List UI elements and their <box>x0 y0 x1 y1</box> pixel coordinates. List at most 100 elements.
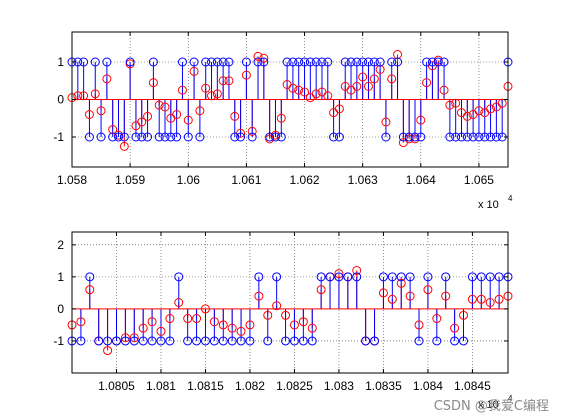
blue-stem-marker <box>160 132 170 142</box>
red-stem-marker <box>467 294 477 304</box>
blue-stem-marker <box>369 57 379 67</box>
blue-stem-marker <box>370 336 380 346</box>
blue-stem-marker <box>201 57 211 67</box>
red-stem-marker <box>276 113 286 123</box>
red-stem-marker <box>441 291 451 301</box>
red-stem-marker <box>334 104 344 114</box>
red-stem-marker <box>183 314 193 324</box>
blue-stem-marker <box>422 57 432 67</box>
red-stem-marker <box>165 314 175 324</box>
blue-stem-marker <box>218 57 228 67</box>
red-stem-marker <box>245 320 255 330</box>
red-stem-marker <box>224 76 234 86</box>
blue-stem-marker <box>486 132 496 142</box>
red-stem-marker <box>156 326 166 336</box>
blue-stem-marker <box>393 57 403 67</box>
blue-stem-marker <box>462 132 472 142</box>
red-stem-marker <box>85 285 95 295</box>
axes-frame <box>71 231 509 374</box>
blue-stem-marker <box>329 132 339 142</box>
blue-stem-marker <box>174 272 184 282</box>
red-stem-marker <box>183 115 193 125</box>
red-stem-marker <box>423 285 433 295</box>
blue-stem-marker <box>103 336 113 346</box>
red-stem-marker <box>494 294 504 304</box>
blue-stem-marker <box>334 132 344 142</box>
blue-stem-marker <box>405 272 415 282</box>
blue-stem-marker <box>137 132 147 142</box>
blue-stem-marker <box>427 57 437 67</box>
red-stem-marker <box>334 269 344 279</box>
red-stem-marker <box>103 346 113 356</box>
blue-stem-marker <box>259 57 269 67</box>
blue-stem-marker <box>325 272 335 282</box>
red-stem-marker <box>416 115 426 125</box>
red-stem-marker <box>177 85 187 95</box>
blue-stem-marker <box>270 132 280 142</box>
blue-stem-marker <box>334 272 344 282</box>
blue-stem-marker <box>361 336 371 346</box>
red-stem-marker <box>459 310 469 320</box>
x-axis-exponent-label: x 10 <box>478 199 499 211</box>
blue-stem-marker <box>316 272 326 282</box>
blue-stem-marker <box>468 132 478 142</box>
red-stem-marker <box>138 323 148 333</box>
blue-stem-marker <box>227 336 237 346</box>
red-stem-marker <box>352 81 362 91</box>
red-stem-marker <box>352 265 362 275</box>
blue-stem-marker <box>467 272 477 282</box>
blue-stem-marker <box>96 132 106 142</box>
red-stem-marker <box>236 326 246 336</box>
y-tick-label: 0 <box>57 302 64 316</box>
blue-stem-marker <box>172 132 182 142</box>
red-stem-marker <box>422 78 432 88</box>
y-tick-label: 1 <box>57 270 64 284</box>
blue-stem-marker <box>317 57 327 67</box>
red-stem-marker <box>316 285 326 295</box>
red-stem-marker <box>143 111 153 121</box>
y-tick-label: 1 <box>57 55 64 69</box>
blue-stem-marker <box>410 132 420 142</box>
red-stem-marker <box>90 89 100 99</box>
blue-stem-marker <box>263 336 273 346</box>
red-stem-marker <box>148 78 158 88</box>
blue-stem-marker <box>207 57 217 67</box>
blue-stem-marker <box>416 132 426 142</box>
blue-stem-marker <box>247 132 257 142</box>
blue-stem-marker <box>143 132 153 142</box>
blue-stem-marker <box>165 336 175 346</box>
blue-stem-marker <box>433 57 443 67</box>
blue-stem-marker <box>289 336 299 346</box>
red-stem-marker <box>189 66 199 76</box>
red-stem-marker <box>174 298 184 307</box>
red-stem-marker <box>289 320 299 330</box>
red-stem-marker <box>241 70 251 80</box>
red-stem-marker <box>272 301 282 311</box>
blue-stem-marker <box>352 272 362 282</box>
blue-stem-marker <box>166 132 176 142</box>
blue-stem-marker <box>476 272 486 282</box>
blue-stem-marker <box>387 57 397 67</box>
blue-stem-marker <box>432 336 442 346</box>
red-stem-marker <box>209 317 219 327</box>
x-tick-label: 1.063 <box>348 173 378 187</box>
blue-stem-marker <box>230 132 240 142</box>
red-stem-marker <box>253 51 263 61</box>
red-stem-marker <box>212 89 222 99</box>
blue-stem-marker <box>224 57 234 67</box>
blue-stem-marker <box>108 132 118 142</box>
blue-stem-marker <box>125 57 135 67</box>
blue-stem-marker <box>423 272 433 282</box>
top-stem-plot: 1.058 1.059 1.06 1.061 1.062 1.063 1.064 1.065 1… <box>53 31 513 211</box>
watermark-text: CSDN @我爱C编程 <box>433 399 549 414</box>
blue-stem-marker <box>195 132 205 142</box>
blue-stem-marker <box>485 272 495 282</box>
x-axis-exponent-power: 4 <box>508 394 513 403</box>
red-stem-marker <box>160 102 170 112</box>
blue-stem-marker <box>272 272 282 282</box>
red-stem-marker <box>263 310 273 320</box>
blue-stem-marker <box>212 57 222 67</box>
red-stem-marker <box>254 291 264 301</box>
blue-stem-marker <box>378 272 388 282</box>
